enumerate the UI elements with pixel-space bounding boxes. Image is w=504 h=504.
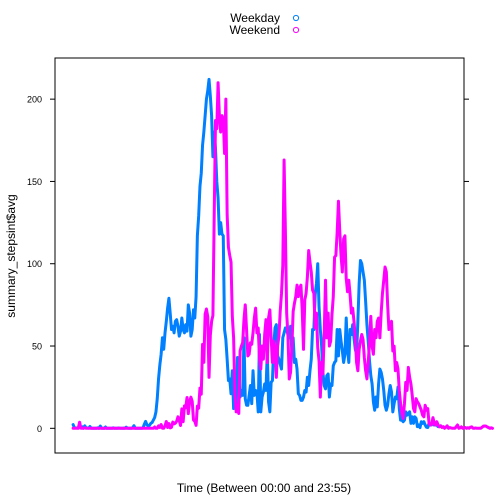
series-group	[73, 79, 492, 428]
y-tick-label: 50	[32, 342, 42, 352]
y-tick-label: 0	[37, 424, 42, 434]
legend-label-weekend: Weekend	[230, 23, 280, 37]
y-axis-left: 0 50 100 150 200	[27, 95, 55, 434]
legend-marker-weekend	[293, 27, 298, 32]
y-tick-label: 200	[27, 95, 42, 105]
y-tick-label: 150	[27, 177, 42, 187]
y-axis-label: summary_stepsint$avg	[4, 194, 18, 317]
y-axis-right	[464, 99, 469, 428]
x-axis-label: Time (Between 00:00 and 23:55)	[177, 481, 351, 495]
series-line-weekday	[73, 79, 441, 428]
legend: Weekday Weekend	[230, 11, 299, 37]
series-line-weekend	[73, 83, 492, 429]
legend-marker-weekday	[293, 15, 298, 20]
y-tick-label: 100	[27, 259, 42, 269]
